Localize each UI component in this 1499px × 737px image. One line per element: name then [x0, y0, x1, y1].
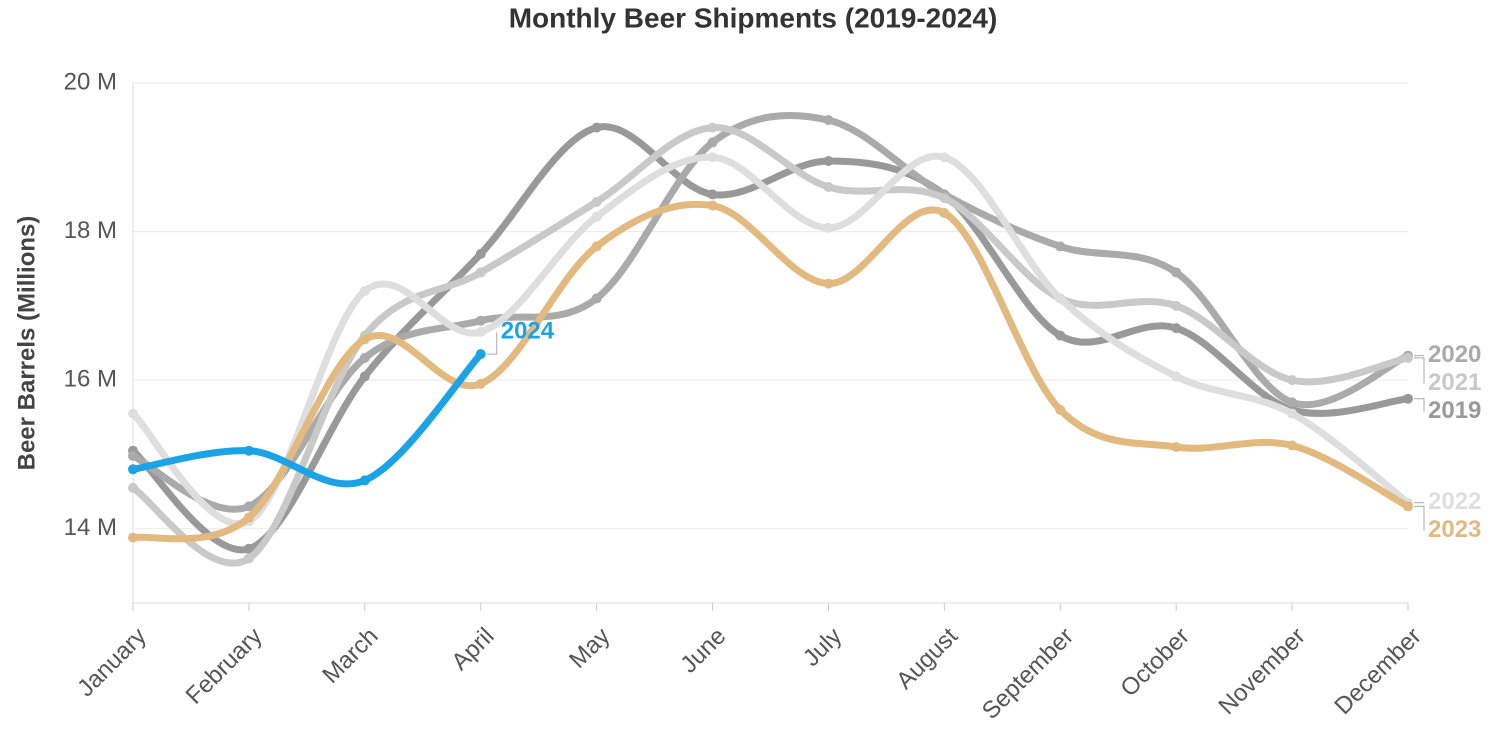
label-leader [1414, 398, 1425, 412]
data-point [128, 482, 138, 493]
series-line [129, 350, 485, 488]
data-point [1171, 371, 1182, 382]
data-point [1055, 293, 1066, 304]
series-label: 2020 [1428, 341, 1481, 368]
data-point [1403, 501, 1413, 512]
data-point [591, 196, 602, 207]
y-axis-label: Beer Barrels (Millions) [13, 216, 40, 471]
x-tick-label: July [798, 623, 847, 672]
x-tick-label: August [891, 622, 963, 694]
data-point [1055, 404, 1066, 415]
series-label: 2019 [1428, 397, 1481, 424]
data-point [243, 512, 254, 523]
x-tick-label: September [977, 623, 1079, 725]
data-point [475, 248, 486, 259]
data-point [707, 189, 718, 200]
label-leader [1414, 505, 1425, 531]
data-point [475, 378, 486, 389]
data-point [707, 200, 718, 211]
label-leader [486, 332, 498, 355]
x-tick-label: June [675, 623, 731, 679]
data-point [359, 371, 370, 382]
data-point [359, 286, 370, 296]
data-point [1171, 300, 1182, 311]
x-tick-label: March [317, 623, 383, 689]
x-tick-label: November [1213, 623, 1310, 720]
data-point [1055, 241, 1066, 252]
data-point [128, 464, 138, 475]
data-point [128, 450, 138, 461]
series-label: 2023 [1428, 516, 1481, 543]
x-tick-label: May [564, 623, 615, 674]
x-tick-label: February [181, 623, 268, 710]
data-point [359, 352, 370, 363]
series-label: 2024 [501, 317, 555, 344]
data-point [1287, 440, 1298, 451]
y-tick-label: 20 M [64, 68, 117, 95]
data-point [1403, 393, 1413, 404]
data-point [1171, 442, 1182, 452]
data-point [475, 326, 486, 337]
data-point [243, 501, 254, 512]
data-point [1171, 323, 1182, 334]
data-point [591, 241, 602, 252]
data-point [475, 267, 486, 278]
data-point [823, 222, 834, 233]
data-point [475, 315, 486, 326]
x-tick-label: January [72, 623, 151, 702]
series-label: 2022 [1428, 488, 1481, 515]
data-point [1287, 397, 1298, 408]
data-point [823, 115, 834, 126]
series-line [129, 152, 1412, 528]
data-point [823, 156, 834, 166]
x-tick-label: October [1115, 623, 1194, 702]
data-point [939, 208, 950, 218]
data-point [475, 349, 486, 360]
data-point [707, 152, 718, 163]
y-tick-label: 16 M [64, 365, 117, 392]
data-point [707, 137, 718, 148]
data-point [1403, 352, 1413, 363]
data-point [243, 445, 254, 456]
data-point [591, 293, 602, 304]
data-point [823, 182, 834, 192]
y-tick-label: 14 M [64, 514, 117, 541]
data-point [243, 553, 254, 564]
data-point [1287, 408, 1298, 419]
data-point [1287, 375, 1298, 386]
data-point [128, 408, 138, 419]
y-tick-label: 18 M [64, 217, 117, 244]
label-leader [1414, 357, 1425, 384]
data-point [128, 532, 138, 543]
data-point [939, 193, 950, 204]
data-point [243, 543, 254, 554]
series-label: 2021 [1428, 369, 1481, 396]
x-tick-label: December [1329, 623, 1426, 720]
x-tick-label: April [446, 623, 499, 676]
data-point [359, 334, 370, 345]
chart-title: Monthly Beer Shipments (2019-2024) [509, 2, 998, 33]
data-point [1055, 330, 1066, 341]
data-point [707, 122, 718, 133]
data-point [591, 122, 602, 133]
data-point [939, 152, 950, 163]
data-point [823, 278, 834, 289]
data-point [1171, 267, 1182, 278]
data-point [359, 475, 370, 486]
data-point [591, 211, 602, 222]
